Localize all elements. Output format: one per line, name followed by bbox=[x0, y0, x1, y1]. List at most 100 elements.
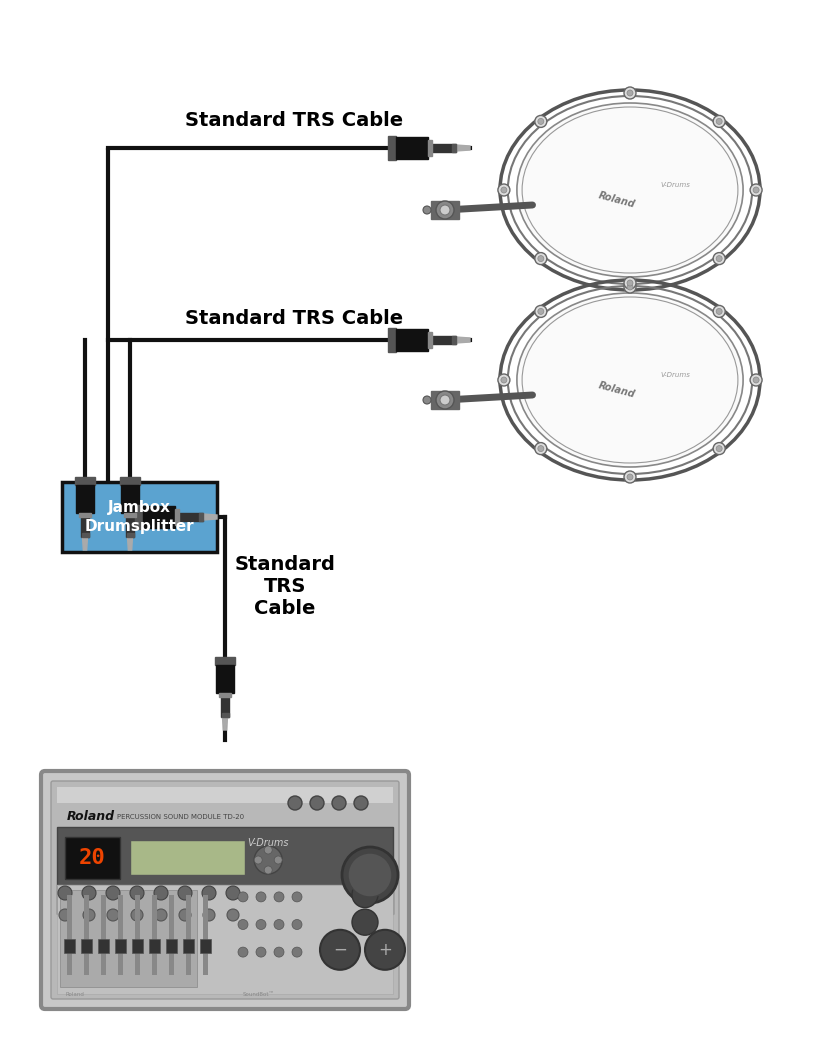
Circle shape bbox=[534, 115, 547, 128]
Circle shape bbox=[534, 442, 547, 454]
Circle shape bbox=[264, 846, 273, 854]
Bar bbox=[75, 477, 95, 485]
Circle shape bbox=[538, 256, 543, 262]
Polygon shape bbox=[456, 145, 470, 151]
Circle shape bbox=[354, 796, 368, 810]
Polygon shape bbox=[223, 717, 228, 730]
Circle shape bbox=[238, 892, 248, 902]
Circle shape bbox=[131, 909, 143, 921]
Circle shape bbox=[292, 947, 302, 957]
Bar bbox=[65, 837, 120, 879]
Circle shape bbox=[178, 886, 192, 900]
Text: V-Drums: V-Drums bbox=[661, 182, 690, 188]
Circle shape bbox=[627, 474, 633, 480]
Text: Standard TRS Cable: Standard TRS Cable bbox=[185, 111, 403, 130]
Circle shape bbox=[202, 886, 216, 900]
Bar bbox=[169, 894, 174, 975]
Bar bbox=[149, 939, 160, 953]
Text: 20: 20 bbox=[78, 848, 105, 868]
Circle shape bbox=[713, 115, 725, 128]
Circle shape bbox=[352, 909, 378, 936]
Text: Roland: Roland bbox=[597, 380, 636, 400]
Circle shape bbox=[716, 256, 722, 262]
Circle shape bbox=[713, 252, 725, 265]
Circle shape bbox=[538, 308, 543, 315]
Bar bbox=[130, 840, 245, 875]
Bar bbox=[203, 894, 208, 975]
Bar bbox=[152, 894, 157, 975]
Bar bbox=[215, 657, 235, 665]
Circle shape bbox=[501, 377, 507, 383]
FancyBboxPatch shape bbox=[62, 482, 217, 552]
Circle shape bbox=[274, 920, 284, 929]
Text: Roland: Roland bbox=[597, 190, 636, 210]
Text: +: + bbox=[378, 941, 392, 959]
Circle shape bbox=[713, 442, 725, 454]
Bar bbox=[135, 894, 140, 975]
Bar bbox=[452, 336, 456, 344]
Bar bbox=[221, 697, 229, 717]
Bar bbox=[64, 939, 75, 953]
Bar bbox=[143, 506, 175, 528]
Bar bbox=[84, 894, 89, 975]
Circle shape bbox=[348, 853, 392, 897]
Bar bbox=[118, 894, 123, 975]
Bar bbox=[81, 939, 92, 953]
Text: PERCUSSION SOUND MODULE TD-20: PERCUSSION SOUND MODULE TD-20 bbox=[117, 814, 244, 821]
Circle shape bbox=[750, 184, 762, 196]
Circle shape bbox=[342, 847, 398, 903]
Circle shape bbox=[238, 947, 248, 957]
Circle shape bbox=[627, 284, 633, 290]
Circle shape bbox=[534, 252, 547, 265]
Circle shape bbox=[753, 187, 759, 193]
Bar bbox=[175, 509, 179, 525]
Circle shape bbox=[226, 886, 240, 900]
Circle shape bbox=[130, 886, 144, 900]
Circle shape bbox=[501, 187, 507, 193]
Circle shape bbox=[627, 280, 633, 286]
Circle shape bbox=[753, 377, 759, 383]
FancyBboxPatch shape bbox=[51, 781, 399, 999]
Circle shape bbox=[713, 305, 725, 318]
Bar bbox=[166, 939, 177, 953]
Bar bbox=[121, 485, 139, 513]
Bar bbox=[115, 939, 126, 953]
Circle shape bbox=[716, 308, 722, 315]
Circle shape bbox=[58, 886, 72, 900]
Text: V-Drums: V-Drums bbox=[661, 372, 690, 378]
Bar bbox=[179, 513, 203, 521]
Circle shape bbox=[365, 929, 405, 969]
Bar bbox=[82, 533, 88, 538]
Text: Jambox
Drumsplitter: Jambox Drumsplitter bbox=[85, 501, 194, 533]
Text: Standard TRS Cable: Standard TRS Cable bbox=[185, 308, 403, 327]
Circle shape bbox=[440, 205, 450, 215]
Bar bbox=[396, 137, 428, 159]
Circle shape bbox=[320, 929, 360, 969]
Circle shape bbox=[440, 395, 450, 406]
FancyBboxPatch shape bbox=[41, 771, 409, 1008]
Circle shape bbox=[436, 391, 454, 409]
Bar bbox=[432, 144, 456, 152]
Bar bbox=[431, 391, 459, 409]
Bar bbox=[135, 505, 143, 529]
Bar bbox=[57, 885, 393, 994]
Bar bbox=[101, 894, 106, 975]
Circle shape bbox=[423, 206, 431, 214]
Polygon shape bbox=[127, 538, 132, 550]
Text: Standard
TRS
Cable: Standard TRS Cable bbox=[234, 555, 335, 618]
Bar bbox=[452, 144, 456, 152]
Text: Roland: Roland bbox=[65, 993, 84, 998]
Circle shape bbox=[255, 856, 262, 864]
Circle shape bbox=[624, 281, 636, 293]
Bar bbox=[183, 939, 194, 953]
Bar bbox=[199, 513, 203, 521]
Circle shape bbox=[750, 374, 762, 386]
Bar bbox=[200, 939, 211, 953]
Circle shape bbox=[59, 909, 71, 921]
Polygon shape bbox=[203, 514, 217, 520]
Bar bbox=[216, 665, 234, 693]
Circle shape bbox=[256, 947, 266, 957]
Circle shape bbox=[227, 909, 239, 921]
Circle shape bbox=[624, 471, 636, 483]
Circle shape bbox=[624, 87, 636, 99]
